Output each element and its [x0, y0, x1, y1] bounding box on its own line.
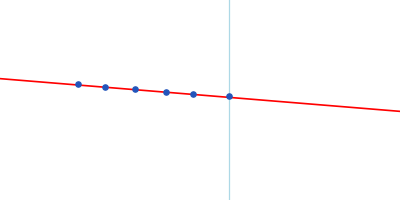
Point — [190, 92, 196, 95]
Point — [163, 90, 169, 93]
Point — [102, 85, 108, 88]
Point — [75, 82, 81, 85]
Point — [226, 94, 232, 98]
Point — [132, 88, 138, 91]
